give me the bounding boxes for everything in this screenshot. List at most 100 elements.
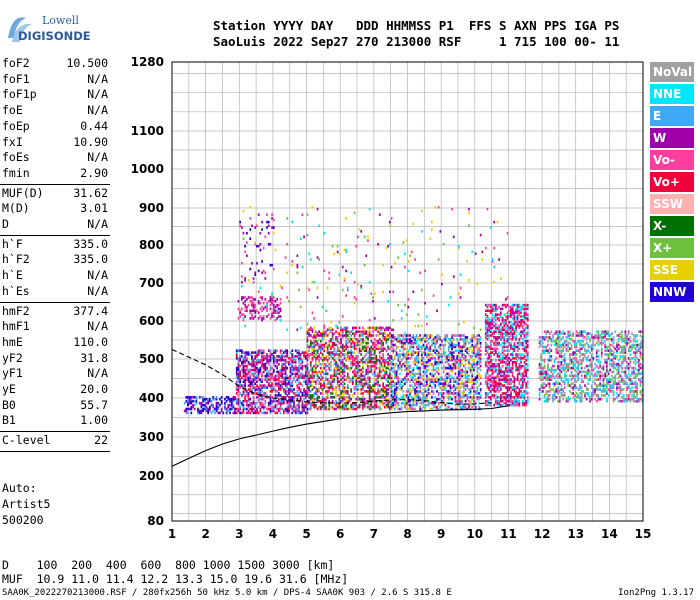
echo-point (409, 364, 411, 368)
echo-point (563, 360, 566, 364)
echo-point (397, 355, 400, 358)
echo-point (525, 374, 527, 378)
echo-point (306, 388, 309, 391)
echo-point (308, 394, 310, 397)
echo-point (385, 405, 388, 409)
echo-point (335, 336, 337, 339)
echo-point (434, 372, 437, 376)
echo-point (585, 386, 588, 389)
echo-point (370, 407, 373, 411)
echo-point (542, 341, 544, 345)
echo-point (410, 345, 413, 349)
echo-point (500, 336, 502, 339)
echo-point (491, 319, 494, 322)
echo-point (538, 364, 541, 368)
echo-point (242, 301, 245, 305)
echo-point (550, 366, 553, 370)
echo-point (252, 277, 255, 280)
echo-point (385, 378, 388, 381)
echo-point (454, 343, 457, 347)
echo-point (505, 332, 507, 335)
echo-point (343, 405, 346, 409)
echo-point (367, 341, 369, 345)
echo-point (545, 399, 548, 403)
echo-point (355, 341, 358, 345)
echo-point (513, 328, 516, 332)
echo-point (569, 338, 571, 341)
echo-point (276, 390, 278, 393)
echo-point (451, 370, 453, 374)
echo-point (335, 364, 337, 368)
echo-point (496, 396, 499, 399)
echo-point (525, 322, 527, 326)
echo-point (543, 366, 546, 370)
echo-point (437, 401, 440, 405)
echo-point (513, 386, 516, 389)
echo-point (291, 384, 294, 387)
echo-point (306, 382, 309, 385)
echo-point (304, 357, 307, 360)
echo-point (515, 364, 517, 368)
echo-point (547, 343, 549, 347)
echo-point (363, 339, 366, 343)
echo-point (456, 407, 458, 411)
echo-point (333, 388, 336, 391)
echo-point (429, 349, 432, 352)
echo-point (328, 407, 331, 411)
echo-point (577, 360, 580, 364)
echo-point (353, 372, 356, 376)
echo-point (304, 401, 307, 405)
echo-point (521, 396, 524, 399)
echo-point (446, 358, 448, 362)
echo-point (261, 353, 263, 356)
echo-point (459, 399, 462, 403)
echo-point (574, 353, 576, 356)
echo-point (563, 368, 566, 372)
echo-point (288, 378, 290, 381)
echo-point (468, 374, 470, 378)
echo-point (518, 380, 521, 383)
echo-point (261, 394, 263, 397)
echo-point (269, 364, 272, 368)
echo-point (414, 374, 416, 378)
echo-point (341, 401, 344, 405)
echo-point (557, 343, 559, 347)
echo-point (251, 409, 253, 413)
echo-point (293, 358, 295, 362)
echo-point (246, 357, 248, 360)
echo-point (592, 380, 595, 383)
echo-point (328, 339, 331, 343)
echo-point (308, 376, 310, 380)
echo-point (473, 397, 475, 401)
echo-point (498, 336, 500, 339)
echo-point (489, 396, 492, 399)
echo-point (207, 411, 209, 415)
echo-point (358, 326, 361, 330)
echo-point (370, 358, 373, 362)
echo-point (279, 351, 282, 354)
echo-point (464, 399, 467, 403)
echo-point (315, 341, 317, 345)
echo-point (309, 405, 312, 409)
echo-point (538, 341, 541, 345)
echo-point (301, 360, 304, 364)
echo-point (378, 362, 381, 366)
echo-point (409, 394, 411, 397)
echo-point (585, 357, 588, 360)
echo-point (358, 351, 361, 354)
echo-point (352, 360, 354, 364)
echo-point (370, 364, 373, 368)
echo-point (370, 388, 373, 391)
echo-point (325, 407, 327, 411)
echo-point (405, 353, 408, 356)
echo-point (242, 390, 245, 393)
echo-point (478, 339, 480, 343)
echo-point (262, 317, 265, 320)
echo-point (348, 357, 351, 360)
echo-point (244, 277, 246, 280)
echo-point (262, 403, 265, 407)
echo-point (498, 328, 500, 332)
echo-point (313, 341, 315, 345)
echo-point (478, 351, 480, 354)
echo-point (520, 374, 522, 378)
